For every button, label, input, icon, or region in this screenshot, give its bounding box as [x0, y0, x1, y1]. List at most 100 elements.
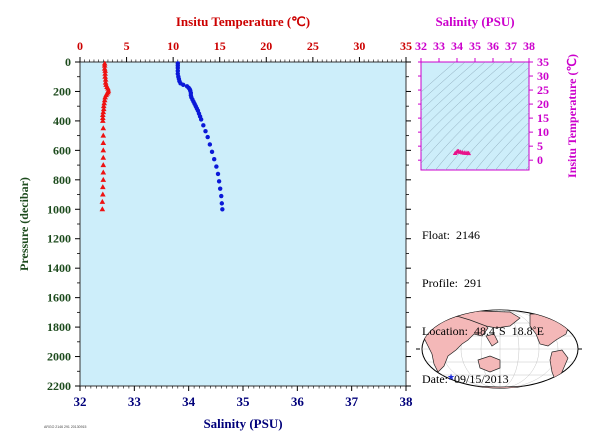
salinity-point — [205, 134, 210, 140]
salinity-point — [219, 193, 224, 199]
temperature-point — [100, 125, 107, 131]
ts-salinity-tick-label: 35 — [469, 39, 481, 53]
profile-points — [99, 60, 225, 212]
salinity-point — [212, 157, 217, 162]
ts-contour-line — [425, 66, 529, 170]
salinity-tick-label: 37 — [345, 394, 359, 409]
ts-contour-line — [455, 93, 529, 170]
temperature-point — [102, 70, 108, 76]
ts-temperature-tick-label: 35 — [537, 55, 549, 69]
pressure-axis-label: Pressure (decibar) — [17, 177, 31, 271]
temperature-tick-label: 10 — [167, 39, 179, 53]
pressure-tick-label: 400 — [53, 114, 71, 128]
profile-plot: 0200400600800100012001400160018002000220… — [17, 14, 413, 431]
temperature-tick-label: 25 — [307, 39, 319, 53]
map-land — [423, 310, 577, 388]
pressure-tick-label: 600 — [53, 143, 71, 157]
pressure-tick-label: 2000 — [47, 350, 71, 364]
ts-contour-line — [421, 62, 496, 131]
ts-salinity-axis-label: Salinity (PSU) — [435, 14, 514, 29]
temperature-axis-label: Insitu Temperature (℃) — [176, 14, 310, 29]
salinity-point — [209, 149, 215, 155]
temperature-point — [102, 94, 108, 100]
location-text: Location: 48.4˚S 18.8˚E — [422, 324, 544, 338]
pressure-tick-label: 1000 — [47, 202, 71, 216]
temperature-tick-label: 30 — [353, 39, 365, 53]
temperature-tick-label: 20 — [260, 39, 272, 53]
temperature-point — [102, 79, 109, 85]
ts-density-contours — [421, 32, 601, 176]
temperature-point — [100, 117, 106, 123]
ts-salinity-tick-label: 38 — [523, 39, 535, 53]
temperature-point — [100, 112, 106, 118]
temperature-point — [100, 154, 107, 160]
date-text: Date: 09/15/2013 — [422, 372, 509, 386]
ts-contour-line — [421, 62, 526, 164]
salinity-tick-label: 35 — [237, 394, 251, 409]
profile-plot-background — [79, 61, 407, 387]
temperature-point — [102, 76, 109, 82]
ts-salinity-tick-label: 34 — [451, 39, 463, 53]
ts-salinity-tick-label: 37 — [505, 39, 517, 53]
pressure-tick-label: 200 — [53, 84, 71, 98]
temperature-tick-label: 0 — [77, 39, 83, 53]
temperature-point — [100, 169, 107, 175]
ts-contour-line — [421, 62, 486, 121]
salinity-point — [198, 117, 204, 122]
ts-temperature-tick-label: 5 — [537, 139, 543, 153]
pressure-tick-label: 1200 — [47, 232, 71, 246]
ts-contour-line — [475, 112, 529, 170]
ts-contour-line — [435, 75, 529, 170]
ts-contour-line — [421, 62, 506, 142]
ts-temperature-tick-label: 15 — [537, 111, 549, 125]
temperature-point — [99, 206, 106, 212]
ts-plot-background — [420, 61, 530, 171]
salinity-point — [207, 142, 213, 147]
float-info-panel: Float: 2146 Profile: 291 Location: 48.4˚… — [422, 195, 544, 403]
world-map: ★ — [416, 309, 582, 389]
salinity-tick-label: 38 — [400, 394, 414, 409]
ts-temperature-tick-label: 30 — [537, 69, 549, 83]
salinity-tick-label: 34 — [182, 394, 196, 409]
salinity-tick-label: 36 — [291, 394, 305, 409]
ts-contour-line — [445, 84, 529, 170]
ts-point — [466, 150, 472, 156]
temperature-point — [100, 147, 107, 153]
ts-salinity-tick-label: 32 — [415, 39, 427, 53]
temperature-point — [101, 65, 108, 71]
temperature-tick-label: 15 — [214, 39, 226, 53]
salinity-tick-label: 32 — [74, 394, 87, 409]
pressure-tick-label: 2200 — [47, 379, 71, 393]
salinity-point — [181, 82, 186, 88]
salinity-point — [214, 164, 219, 169]
profile-ticks: 0200400600800100012001400160018002000220… — [47, 39, 413, 409]
temperature-point — [101, 100, 108, 106]
salinity-point — [219, 201, 225, 206]
temperature-point — [101, 62, 108, 68]
temperature-point — [101, 97, 108, 103]
salinity-point — [201, 123, 206, 128]
ts-contour-line — [581, 32, 601, 176]
temperature-tick-label: 35 — [400, 39, 412, 53]
temperature-point — [100, 106, 107, 112]
temperature-point — [100, 132, 107, 138]
ts-contour-line — [495, 132, 529, 170]
ts-contour-line — [465, 102, 529, 170]
ts-contour-line — [515, 153, 529, 170]
ts-temperature-axis-label: Insitu Temperature (℃) — [565, 54, 579, 178]
temperature-point — [100, 114, 106, 120]
float-number: Float: 2146 — [422, 228, 481, 242]
salinity-tick-label: 33 — [128, 394, 142, 409]
ts-contour-line — [485, 121, 529, 170]
profile-number: Profile: 291 — [422, 276, 482, 290]
temperature-point — [100, 109, 107, 115]
salinity-point — [216, 179, 222, 184]
ts-contour-line — [591, 32, 601, 176]
float-location-marker: ★ — [447, 373, 455, 383]
ts-salinity-tick-label: 36 — [487, 39, 499, 53]
pressure-tick-label: 800 — [53, 173, 71, 187]
salinity-axis-label: Salinity (PSU) — [203, 416, 282, 431]
ts-salinity-tick-label: 33 — [433, 39, 445, 53]
